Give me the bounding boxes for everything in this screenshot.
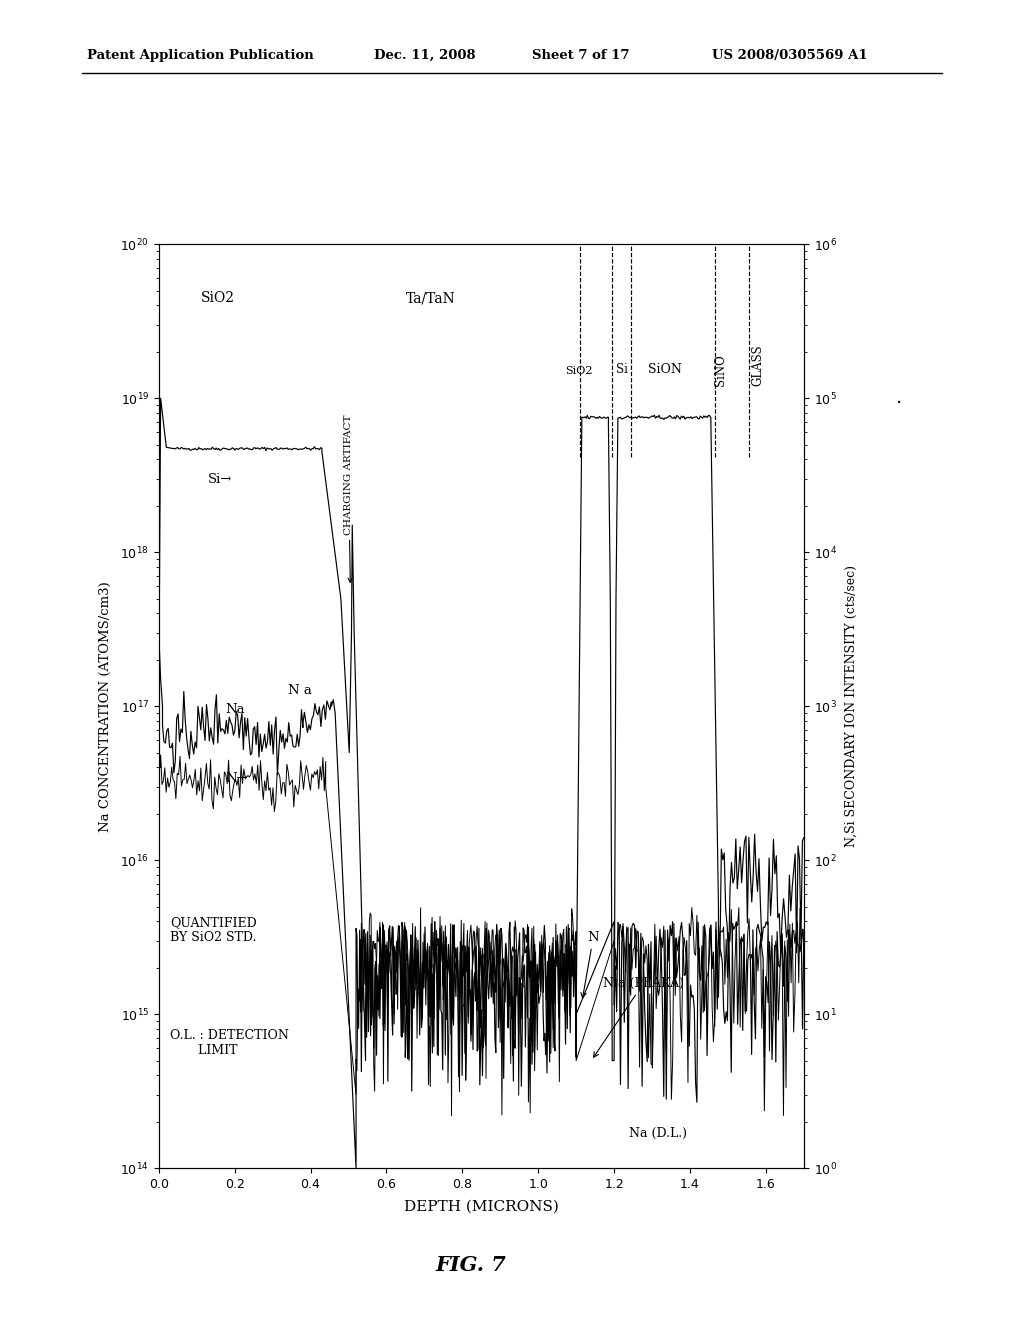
Text: GLASS: GLASS xyxy=(752,345,765,385)
Text: N→: N→ xyxy=(225,772,248,785)
Text: Ta/TaN: Ta/TaN xyxy=(406,292,455,305)
Text: Dec. 11, 2008: Dec. 11, 2008 xyxy=(374,49,475,62)
Text: QUANTIFIED
BY SiO2 STD.: QUANTIFIED BY SiO2 STD. xyxy=(170,916,257,944)
Text: SiON: SiON xyxy=(648,363,682,376)
Text: N a (PEAKA): N a (PEAKA) xyxy=(594,977,684,1057)
Text: Patent Application Publication: Patent Application Publication xyxy=(87,49,313,62)
Text: SiO2: SiO2 xyxy=(201,292,234,305)
Text: .: . xyxy=(896,388,902,407)
X-axis label: DEPTH (MICRONS): DEPTH (MICRONS) xyxy=(403,1200,559,1213)
Text: N: N xyxy=(581,931,599,998)
Text: Sheet 7 of 17: Sheet 7 of 17 xyxy=(532,49,630,62)
Y-axis label: Na CONCENTRATION (ATOMS/cm3): Na CONCENTRATION (ATOMS/cm3) xyxy=(99,581,112,832)
Text: Na: Na xyxy=(225,704,245,717)
Y-axis label: N,Si SECONDARY ION INTENSITY (cts/sec): N,Si SECONDARY ION INTENSITY (cts/sec) xyxy=(845,565,858,847)
Text: US 2008/0305569 A1: US 2008/0305569 A1 xyxy=(712,49,867,62)
Text: Na (D.L.): Na (D.L.) xyxy=(630,1127,687,1139)
Text: FIG. 7: FIG. 7 xyxy=(435,1254,507,1275)
Text: CHARGING ARTIFACT: CHARGING ARTIFACT xyxy=(344,414,353,582)
Text: Si: Si xyxy=(616,363,628,376)
Text: SiNO: SiNO xyxy=(714,354,727,385)
Text: O.L. : DETECTION
       LIMIT: O.L. : DETECTION LIMIT xyxy=(170,1030,289,1057)
Text: SiO2: SiO2 xyxy=(565,366,592,376)
Text: N a: N a xyxy=(288,684,311,697)
Text: Si→: Si→ xyxy=(208,474,232,486)
